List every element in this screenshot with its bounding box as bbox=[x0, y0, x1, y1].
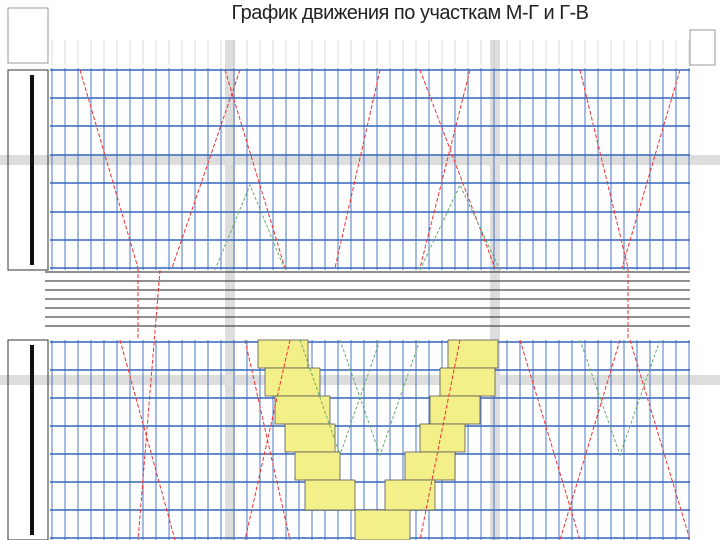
train-path bbox=[579, 339, 661, 457]
train-path bbox=[214, 183, 286, 271]
occupancy-block bbox=[419, 423, 466, 453]
occupancy-block bbox=[354, 509, 411, 540]
occupancy-block bbox=[257, 339, 309, 369]
left-stripe bbox=[30, 345, 34, 535]
train-path bbox=[419, 69, 471, 269]
left-panel bbox=[7, 339, 49, 540]
occupancy-block bbox=[447, 339, 499, 369]
occupancy-block bbox=[439, 367, 496, 397]
train-path bbox=[171, 69, 241, 269]
occupancy-block bbox=[304, 479, 356, 511]
train-path bbox=[137, 269, 161, 540]
train-path bbox=[299, 339, 381, 457]
train-path bbox=[339, 339, 421, 457]
train-path bbox=[629, 339, 691, 540]
train-path bbox=[334, 69, 381, 269]
occupancy-block bbox=[429, 395, 481, 425]
train-path bbox=[224, 69, 286, 269]
occupancy-block bbox=[274, 395, 331, 425]
train-path bbox=[419, 69, 496, 269]
gray-band bbox=[0, 375, 720, 385]
train-path bbox=[419, 183, 501, 271]
occupancy-block bbox=[264, 367, 321, 397]
corner-box bbox=[7, 7, 49, 64]
occupancy-block bbox=[294, 451, 341, 481]
occupancy-block bbox=[404, 451, 456, 481]
train-path bbox=[559, 339, 621, 540]
train-path bbox=[244, 339, 291, 540]
corner-box bbox=[689, 29, 716, 66]
train-path bbox=[419, 339, 461, 540]
left-stripe bbox=[30, 75, 34, 265]
train-path bbox=[621, 69, 681, 269]
train-path bbox=[79, 69, 139, 269]
train-path bbox=[119, 339, 176, 540]
occupancy-block bbox=[284, 423, 336, 453]
occupancy-block bbox=[384, 479, 436, 511]
left-panel bbox=[7, 69, 49, 271]
title: График движения по участкам М-Г и Г-В bbox=[231, 2, 589, 24]
train-path bbox=[579, 69, 629, 269]
